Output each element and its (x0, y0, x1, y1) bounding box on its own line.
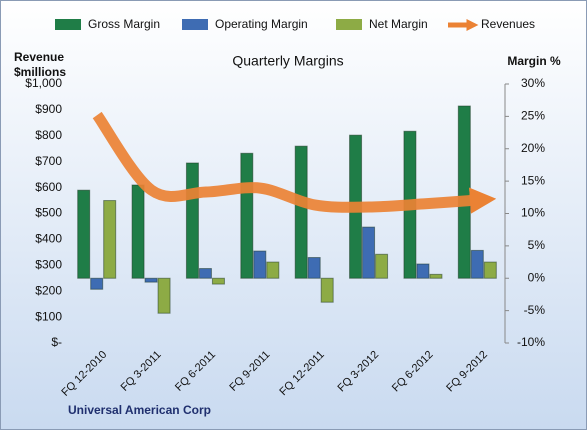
y-axis-title-text: Revenue $millions (14, 50, 66, 79)
y-tick-label: $700 (35, 154, 62, 168)
legend-swatch (182, 19, 208, 30)
footer: Universal American Corp (68, 403, 211, 417)
bar (416, 263, 430, 279)
y2-tick-label: 10% (521, 206, 545, 220)
legend-label: Gross Margin (88, 17, 160, 31)
y-tick-label: $900 (35, 102, 62, 116)
legend-swatch (55, 19, 81, 30)
y2-axis-title: Margin % (507, 54, 561, 68)
bar (253, 250, 267, 279)
y2-tick-label: 30% (521, 76, 545, 90)
bar (429, 273, 443, 279)
y-tick-label: $1,000 (25, 76, 62, 90)
y-tick-label: $400 (35, 232, 62, 246)
bar (483, 261, 497, 279)
y2-tick-label: 25% (521, 109, 545, 123)
legend-label: Revenues (481, 17, 535, 31)
bar (157, 277, 171, 314)
bar (375, 253, 389, 279)
legend-swatch (336, 19, 362, 30)
bar (77, 189, 91, 279)
legend-label: Net Margin (369, 17, 428, 31)
bar (240, 152, 254, 279)
y2-tick-label: 15% (521, 173, 545, 187)
bar (266, 261, 280, 279)
y-tick-label: $800 (35, 128, 62, 142)
bar (103, 200, 117, 279)
bar (457, 105, 471, 279)
bar (211, 277, 225, 285)
y-tick-label: $500 (35, 206, 62, 220)
bar (90, 277, 104, 290)
legend-label: Operating Margin (215, 17, 308, 31)
y-tick-label: $200 (35, 283, 62, 297)
y2-tick-label: 0% (528, 270, 546, 284)
bar (131, 184, 145, 279)
bar (144, 277, 158, 283)
y2-tick-label: 20% (521, 141, 545, 155)
bar (185, 162, 199, 279)
bar (198, 268, 212, 279)
bar (362, 226, 376, 279)
y-axis-title: Revenue $millions (14, 50, 66, 79)
bar (294, 145, 308, 279)
bar (470, 249, 484, 279)
y-tick-label: $300 (35, 257, 62, 271)
y2-tick-label: -10% (517, 335, 545, 349)
bar (307, 257, 321, 279)
y-tick-label: $- (51, 335, 62, 349)
y-tick-label: $600 (35, 180, 62, 194)
bar (320, 277, 334, 303)
line (92, 111, 497, 214)
y2-tick-label: -5% (524, 303, 546, 317)
y-tick-label: $100 (35, 309, 62, 323)
chart-title: Quarterly Margins (232, 53, 343, 69)
y2-tick-label: 5% (528, 238, 546, 252)
